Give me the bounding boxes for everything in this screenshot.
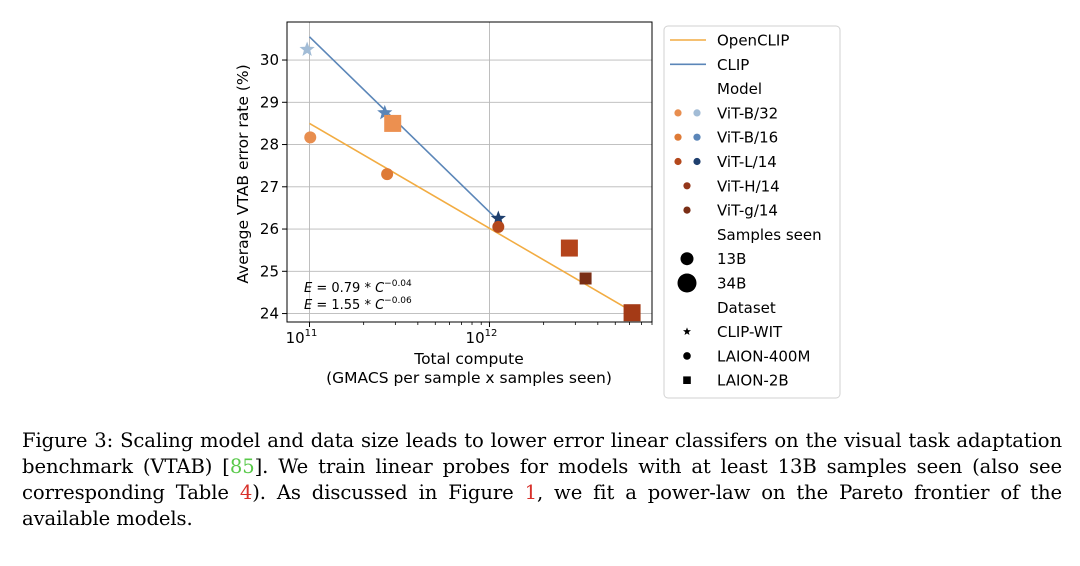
x-tick-label: 1011 xyxy=(286,328,318,347)
eq2-exp: −0.06 xyxy=(384,296,412,306)
y-tick-label: 27 xyxy=(260,178,279,196)
data-points xyxy=(299,41,641,322)
y-tick-label: 26 xyxy=(260,220,279,238)
x-tick-exponent: 11 xyxy=(305,328,318,339)
y-tick-label: 29 xyxy=(260,93,279,111)
legend-dot-vit-g-14 xyxy=(683,206,691,214)
point-vit-g-14-laion-2b xyxy=(579,272,592,285)
legend-label-laion-2b: LAION-2B xyxy=(717,372,789,390)
y-axis-label: Average VTAB error rate (%) xyxy=(234,64,252,283)
point-vit-l-14-laion-400m xyxy=(492,220,505,233)
point-vit-b-16-clip-wit xyxy=(377,104,393,120)
caption-ref-85[interactable]: 85 xyxy=(229,455,255,478)
equation-openclip: E = 0.79 * C−0.04 xyxy=(304,279,412,296)
legend-label-clip-wit: CLIP-WIT xyxy=(717,323,783,341)
eq1-exp: −0.04 xyxy=(384,279,412,289)
point-vit-b-32-laion-400m xyxy=(304,131,317,144)
eq1-var: C xyxy=(375,281,385,296)
legend-label-openclip: OpenCLIP xyxy=(717,32,789,50)
legend-items: OpenCLIP CLIP Model ViT-B/32 ViT-B/16 ViT-L/1… xyxy=(670,32,822,390)
y-tick-label: 30 xyxy=(260,51,279,69)
legend-label-vit-l-14: ViT-L/14 xyxy=(717,153,777,171)
fit-line-clip xyxy=(308,36,499,222)
legend-frame xyxy=(663,25,841,399)
equation-clip: E = 1.55 * C−0.06 xyxy=(304,296,412,313)
legend-label-laion-400m: LAION-400M xyxy=(717,347,810,365)
eq1-lhs: E xyxy=(304,281,313,296)
caption-mid2: ). As discussed in Figure xyxy=(252,481,525,504)
plot-frame xyxy=(286,21,653,323)
legend-dot-vit-b-32 xyxy=(693,109,701,117)
y-tick-label: 25 xyxy=(260,262,279,280)
caption-prefix: Figure 3: Scaling model and data size le… xyxy=(22,429,1062,478)
x-tick-base: 10 xyxy=(466,329,485,347)
fit-equations: E = 0.79 * C−0.04 E = 1.55 * C−0.06 xyxy=(304,279,412,313)
legend-label-vit-g-14: ViT-g/14 xyxy=(717,202,778,220)
point-vit-b-16-laion-400m xyxy=(381,168,394,181)
grid-lines xyxy=(287,22,652,322)
eq2-lhs: E xyxy=(304,298,313,313)
fit-lines xyxy=(308,36,633,313)
legend-label-samples-seen: Samples seen xyxy=(717,226,822,244)
legend-label-vit-b-32: ViT-B/32 xyxy=(717,104,778,122)
caption-ref-table-4[interactable]: 4 xyxy=(239,481,253,504)
legend-dot-vit-b-16 xyxy=(674,133,682,141)
legend-label-dataset: Dataset xyxy=(717,299,776,317)
legend-size-13b xyxy=(680,252,694,266)
legend-label-model: Model xyxy=(717,80,762,98)
legend: OpenCLIP CLIP Model ViT-B/32 ViT-B/16 ViT-L/1… xyxy=(663,25,841,399)
legend-marker-laion-2b xyxy=(683,376,691,384)
point-vit-b-16-laion-2b xyxy=(384,114,402,132)
x-tick-label: 1012 xyxy=(466,328,498,347)
legend-dot-vit-b-16 xyxy=(693,133,701,141)
point-vit-b-32-clip-wit xyxy=(299,41,315,56)
point-vit-h-14-laion-2b xyxy=(560,239,578,257)
legend-dot-vit-b-32 xyxy=(674,109,682,117)
x-axis-sublabel: (GMACS per sample x samples seen) xyxy=(326,369,612,387)
fit-line-openclip xyxy=(309,122,633,313)
legend-label-34b: 34B xyxy=(717,275,746,293)
figure-caption: Figure 3: Scaling model and data size le… xyxy=(22,428,1062,532)
x-axis-label: Total compute xyxy=(413,350,524,368)
point-vit-l-14-clip-wit xyxy=(490,210,506,225)
legend-label-vit-b-16: ViT-B/16 xyxy=(717,129,778,147)
legend-label-clip: CLIP xyxy=(717,56,749,74)
point-vit-h-14-laion-2b xyxy=(623,304,641,322)
legend-dot-vit-h-14 xyxy=(683,182,691,190)
eq2-text: = 1.55 * xyxy=(312,298,375,313)
y-tick-label: 24 xyxy=(260,305,279,323)
x-tick-base: 10 xyxy=(286,329,305,347)
legend-marker-laion-400m xyxy=(683,352,691,360)
legend-label-13b: 13B xyxy=(717,250,746,268)
y-tick-label: 28 xyxy=(260,136,279,154)
legend-size-34b xyxy=(677,273,697,293)
x-tick-exponent: 12 xyxy=(485,328,498,339)
legend-dot-vit-l-14 xyxy=(693,157,701,166)
caption-suffix: , we fit a power-law on the Pareto front… xyxy=(22,481,1062,530)
eq2-var: C xyxy=(375,298,385,313)
legend-marker-clip-wit xyxy=(683,327,691,335)
legend-label-vit-h-14: ViT-H/14 xyxy=(717,177,780,195)
caption-mid: ]. We train linear probes for models wit… xyxy=(22,455,1062,504)
legend-dot-vit-l-14 xyxy=(674,157,682,166)
eq1-text: = 0.79 * xyxy=(312,281,375,296)
caption-ref-figure-1[interactable]: 1 xyxy=(524,481,537,504)
